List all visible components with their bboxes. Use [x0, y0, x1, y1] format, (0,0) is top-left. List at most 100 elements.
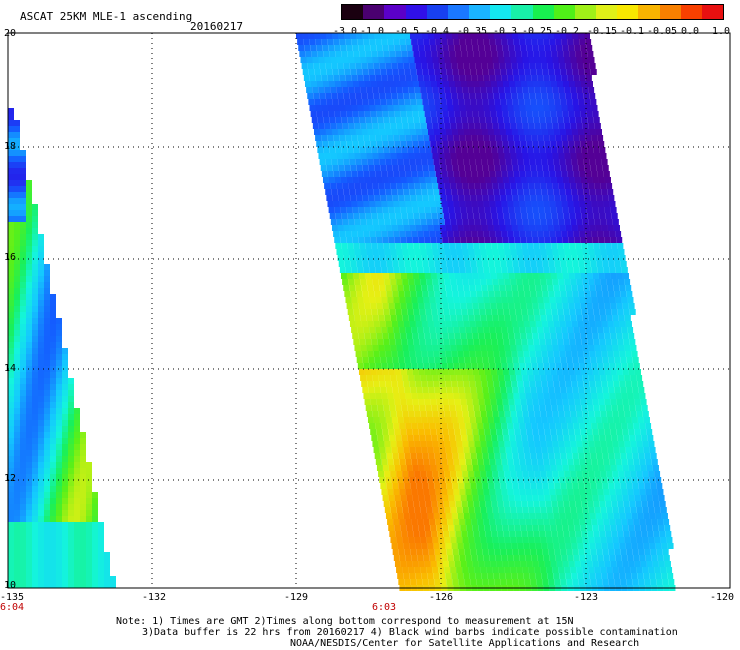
- swath-cell: [68, 498, 74, 504]
- swath-cell: [296, 33, 302, 39]
- swath-cell: [38, 504, 44, 510]
- swath-cell: [549, 327, 556, 333]
- swath-cell: [38, 534, 44, 540]
- swath-cell: [394, 399, 401, 405]
- swath-cell: [363, 327, 370, 333]
- swath-cell: [547, 159, 554, 165]
- swath-cell: [513, 105, 520, 111]
- swath-cell: [38, 312, 44, 318]
- swath-cell: [26, 192, 32, 198]
- swath-cell: [577, 381, 584, 387]
- swath-cell: [555, 75, 562, 81]
- swath-cell: [452, 99, 459, 105]
- swath-cell: [508, 369, 515, 375]
- swath-cell: [395, 243, 402, 249]
- swath-cell: [494, 33, 500, 39]
- swath-cell: [32, 264, 38, 270]
- swath-cell: [341, 51, 348, 57]
- swath-cell: [498, 279, 505, 285]
- swath-cell: [622, 303, 629, 309]
- swath-cell: [539, 213, 546, 219]
- swath-cell: [488, 357, 495, 363]
- swath-cell: [404, 549, 411, 555]
- swath-cell: [484, 333, 491, 339]
- swath-cell: [455, 531, 462, 537]
- swath-cell: [364, 237, 371, 243]
- swath-cell: [583, 417, 590, 423]
- swath-cell: [409, 447, 416, 453]
- swath-cell: [635, 531, 642, 537]
- swath-cell: [502, 429, 509, 435]
- swath-cell: [550, 465, 557, 471]
- swath-cell: [428, 261, 435, 267]
- swath-cell: [454, 111, 461, 117]
- swath-cell: [387, 489, 394, 495]
- swath-cell: [505, 225, 512, 231]
- swath-cell: [358, 177, 365, 183]
- swath-cell: [453, 201, 460, 207]
- swath-cell: [608, 357, 615, 363]
- swath-cell: [14, 486, 20, 492]
- swath-cell: [32, 426, 38, 432]
- swath-cell: [524, 99, 531, 105]
- swath-cell: [439, 159, 446, 165]
- swath-cell: [38, 564, 44, 570]
- swath-cell: [343, 189, 350, 195]
- swath-cell: [602, 483, 609, 489]
- swath-cell: [56, 360, 62, 366]
- swath-cell: [32, 570, 38, 576]
- swath-cell: [8, 330, 14, 336]
- swath-cell: [480, 411, 487, 417]
- swath-cell: [359, 243, 366, 249]
- swath-cell: [74, 582, 80, 588]
- swath-cell: [531, 231, 538, 237]
- swath-cell: [514, 429, 521, 435]
- swath-cell: [439, 63, 446, 69]
- swath-cell: [50, 414, 56, 420]
- swath-cell: [503, 243, 510, 249]
- swath-cell: [14, 408, 20, 414]
- swath-cell: [560, 291, 567, 297]
- swath-cell: [529, 255, 536, 261]
- swath-cell: [595, 321, 602, 327]
- swath-cell: [485, 531, 492, 537]
- swath-cell: [369, 39, 376, 45]
- swath-cell: [555, 105, 562, 111]
- swath-cell: [408, 87, 415, 93]
- swath-cell: [612, 345, 619, 351]
- swath-cell: [500, 387, 507, 393]
- swath-cell: [543, 135, 550, 141]
- swath-cell: [595, 189, 602, 195]
- swath-cell: [495, 393, 502, 399]
- swath-cell: [448, 303, 455, 309]
- swath-cell: [594, 123, 601, 129]
- swath-cell: [633, 555, 640, 561]
- swath-cell: [417, 75, 424, 81]
- swath-cell: [412, 495, 419, 501]
- swath-cell: [331, 63, 338, 69]
- swath-cell: [310, 81, 317, 87]
- swath-cell: [32, 228, 38, 234]
- swath-cell: [572, 549, 579, 555]
- swath-cell: [483, 135, 490, 141]
- swath-cell: [74, 486, 80, 492]
- swath-cell: [487, 477, 494, 483]
- swath-cell: [498, 87, 505, 93]
- swath-cell: [528, 375, 535, 381]
- swath-cell: [326, 33, 332, 39]
- swath-cell: [382, 465, 389, 471]
- swath-cell: [399, 519, 406, 525]
- swath-cell: [434, 453, 441, 459]
- swath-cell: [430, 207, 437, 213]
- swath-cell: [484, 561, 491, 567]
- swath-cell: [392, 549, 399, 555]
- swath-cell: [38, 324, 44, 330]
- swath-cell: [577, 543, 584, 549]
- swath-cell: [521, 339, 528, 345]
- swath-cell: [576, 219, 583, 225]
- swath-cell: [417, 267, 424, 273]
- swath-cell: [503, 51, 510, 57]
- swath-cell: [74, 420, 80, 426]
- swath-cell: [435, 555, 442, 561]
- swath-cell: [14, 270, 20, 276]
